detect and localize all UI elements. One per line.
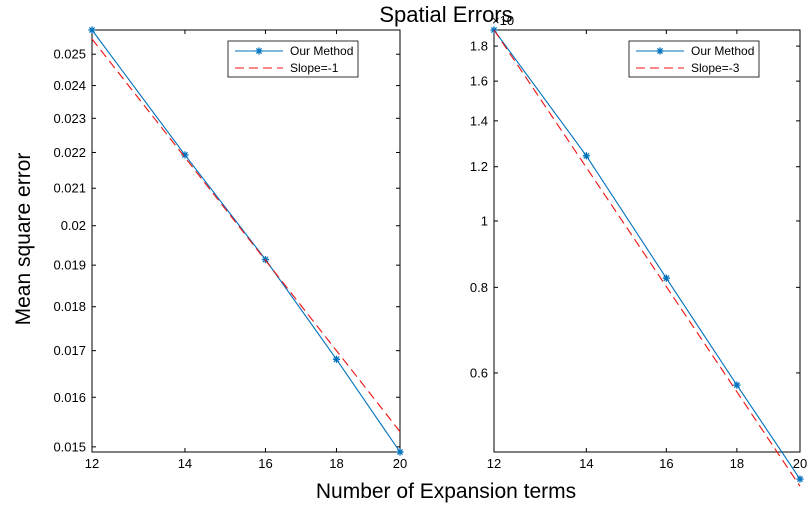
right-y-tick-label: 1 — [481, 213, 488, 228]
left-y-tick-label: 0.016 — [53, 390, 86, 405]
right-x-tick-label: 20 — [793, 456, 807, 471]
right-x-tick-label: 12 — [487, 456, 501, 471]
right-y-exponent-label: ×10 — [492, 13, 514, 28]
figure-title: Spatial Errors — [379, 2, 512, 27]
left-y-tick-label: 0.02 — [61, 218, 86, 233]
left-y-tick-label: 0.018 — [53, 299, 86, 314]
right-y-tick-label: 1.4 — [470, 113, 488, 128]
right-axes-box — [493, 29, 801, 453]
right-y-tick-label: 1.6 — [470, 74, 488, 89]
left-x-tick-label: 14 — [178, 456, 192, 471]
left-x-tick-label: 12 — [85, 456, 99, 471]
left-y-tick-label: 0.022 — [53, 145, 86, 160]
left-legend-label: Our Method — [290, 44, 353, 58]
left-data-point — [332, 355, 341, 363]
right-data-point — [733, 381, 741, 389]
left-y-tick-label: 0.021 — [53, 181, 86, 196]
right-legend-label: Slope=-3 — [691, 61, 740, 75]
right-y-tick-label: 0.8 — [470, 280, 488, 295]
left-y-tick-label: 0.023 — [53, 111, 86, 126]
right-x-tick-label: 18 — [730, 456, 744, 471]
left-data-point — [88, 26, 96, 34]
right-y-tick-label: 1.2 — [470, 159, 488, 174]
left-legend-label: Slope=-1 — [290, 61, 339, 75]
right-data-point — [582, 152, 590, 160]
left-legend: Our Method Slope=-1 — [227, 40, 359, 78]
left-y-tick-label: 0.025 — [53, 47, 86, 62]
right-legend: Our Method Slope=-3 — [628, 40, 760, 78]
left-y-tick-label: 0.024 — [53, 78, 86, 93]
right-series-line-2 — [493, 29, 801, 487]
right-legend-box — [628, 40, 760, 78]
right-y-tick-label: 1.8 — [470, 39, 488, 54]
chart-right-panel: 12 14 16 18 20 0.6 0.8 1 1.2 1.4 1.6 1.8 ×10 Our Meth… — [470, 13, 807, 487]
y-axis-title: Mean square error — [12, 153, 35, 326]
right-series-line-1 — [493, 29, 801, 480]
right-x-tick-label: 14 — [579, 456, 593, 471]
left-series-line-2 — [91, 38, 401, 432]
left-x-tick-label: 20 — [393, 456, 407, 471]
right-y-tick-label: 0.6 — [470, 365, 488, 380]
left-x-tick-label: 16 — [258, 456, 272, 471]
left-series-line-1 — [91, 29, 401, 453]
left-x-tick-label: 18 — [329, 456, 343, 471]
right-legend-marker — [656, 47, 664, 55]
chart-left-panel: 12 14 16 18 20 0.015 0.016 0.017 0.018 0.019 0.02 0… — [53, 26, 407, 471]
left-data-point — [396, 448, 404, 456]
left-legend-box — [227, 40, 359, 78]
left-y-tick-label: 0.019 — [53, 258, 86, 273]
right-x-tick-label: 16 — [659, 456, 673, 471]
left-legend-marker — [255, 47, 263, 55]
right-data-point — [662, 274, 670, 282]
right-legend-label: Our Method — [691, 44, 754, 58]
right-data-point — [796, 475, 804, 483]
x-axis-title: Number of Expansion terms — [316, 480, 576, 503]
left-y-tick-label: 0.017 — [53, 343, 86, 358]
left-y-tick-label: 0.015 — [53, 439, 86, 454]
left-axes-box — [91, 29, 401, 453]
